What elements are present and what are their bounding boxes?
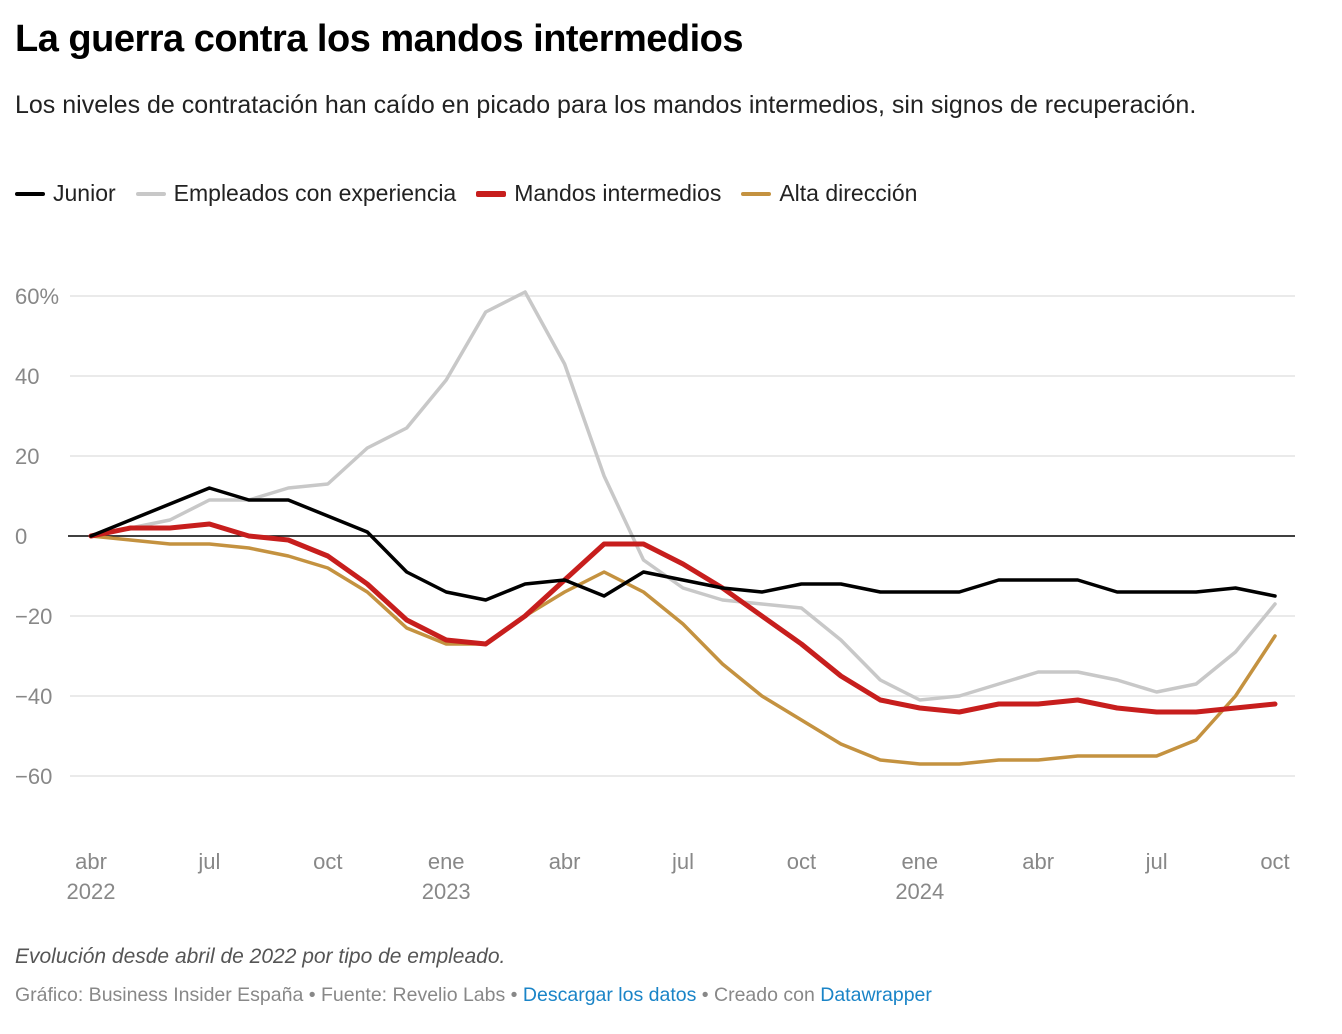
y-tick-label: 20	[15, 444, 39, 469]
legend-item-mandos: Mandos intermedios	[476, 180, 721, 207]
legend-item-alta: Alta dirección	[741, 180, 917, 207]
y-tick-label: −60	[15, 764, 52, 789]
legend-label: Empleados con experiencia	[173, 180, 457, 206]
y-tick-label: −40	[15, 684, 52, 709]
series-line-mandos-intermedios	[88, 521, 1278, 715]
x-tick-label: ene	[428, 849, 465, 874]
x-tick-label: oct	[1260, 849, 1289, 874]
x-tick-label: jul	[671, 849, 694, 874]
chart-footer: Gráfico: Business Insider España • Fuent…	[15, 984, 932, 1007]
chart-note: Evolución desde abril de 2022 por tipo d…	[15, 945, 506, 968]
x-tick-label: jul	[1145, 849, 1168, 874]
chart-subtitle: Los niveles de contratación han caído en…	[15, 91, 1197, 119]
legend-label: Junior	[53, 180, 116, 206]
datawrapper-link[interactable]: Datawrapper	[820, 984, 932, 1006]
x-tick-year: 2024	[895, 879, 944, 904]
x-tick-year: 2022	[67, 879, 116, 904]
x-tick-label: jul	[197, 849, 220, 874]
x-tick-year: 2023	[422, 879, 471, 904]
legend-swatch	[741, 191, 772, 196]
legend-label: Mandos intermedios	[514, 180, 722, 206]
legend: Junior Empleados con experiencia Mandos …	[15, 180, 917, 207]
chart-title: La guerra contra los mandos intermedios	[15, 18, 744, 60]
x-tick-label: oct	[313, 849, 342, 874]
x-tick-label: ene	[901, 849, 938, 874]
legend-swatch	[15, 191, 45, 196]
series-line-junior	[89, 486, 1277, 602]
footer-created: • Creado con	[696, 984, 821, 1006]
x-tick-label: abr	[75, 849, 107, 874]
legend-item-junior: Junior	[15, 180, 116, 207]
download-data-link[interactable]: Descargar los datos	[522, 984, 697, 1006]
legend-swatch	[135, 191, 166, 196]
x-tick-label: abr	[1022, 849, 1054, 874]
series-line-empleados-con-experiencia	[89, 290, 1277, 702]
legend-item-empleados: Empleados con experiencia	[135, 180, 457, 207]
legend-label: Alta dirección	[779, 180, 918, 206]
y-tick-label: 0	[15, 524, 27, 549]
x-tick-label: oct	[787, 849, 816, 874]
series-line-alta-dirección	[89, 534, 1277, 766]
x-tick-label: abr	[549, 849, 581, 874]
y-tick-label: 60%	[15, 284, 59, 309]
legend-swatch	[476, 190, 507, 197]
footer-credits: Gráfico: Business Insider España • Fuent…	[15, 984, 523, 1006]
y-tick-label: −20	[15, 604, 52, 629]
y-tick-label: 40	[15, 364, 39, 389]
